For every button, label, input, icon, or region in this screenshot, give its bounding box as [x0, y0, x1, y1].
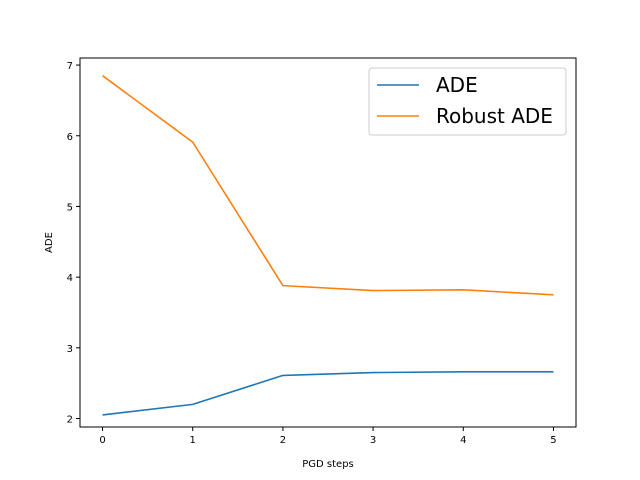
- x-tick-label: 3: [370, 435, 376, 446]
- y-tick-label: 3: [67, 344, 73, 355]
- x-tick-label: 0: [99, 435, 105, 446]
- tick-layer: 0 1 2 3 4 5 2 3 4 5 6 7: [67, 61, 557, 446]
- legend: ADE Robust ADE: [368, 67, 567, 136]
- x-tick-label: 1: [190, 435, 196, 446]
- y-tick-label: 2: [67, 415, 73, 426]
- series-line-robust-ade: [102, 75, 554, 296]
- plot-frame: [79, 57, 577, 428]
- y-tick-label: 5: [67, 202, 73, 213]
- legend-label: Robust ADE: [436, 104, 553, 128]
- x-axis-label: PGD steps: [302, 459, 354, 470]
- x-tick-label: 5: [550, 435, 556, 446]
- legend-label: ADE: [436, 73, 478, 97]
- y-axis-label: ADE: [44, 232, 55, 253]
- y-tick-label: 6: [67, 132, 73, 143]
- x-tick-label: 2: [280, 435, 286, 446]
- y-tick-label: 4: [67, 273, 73, 284]
- series-layer: [102, 75, 554, 416]
- y-tick-label: 7: [67, 61, 73, 72]
- x-tick-label: 4: [460, 435, 466, 446]
- series-line-ade: [102, 371, 554, 416]
